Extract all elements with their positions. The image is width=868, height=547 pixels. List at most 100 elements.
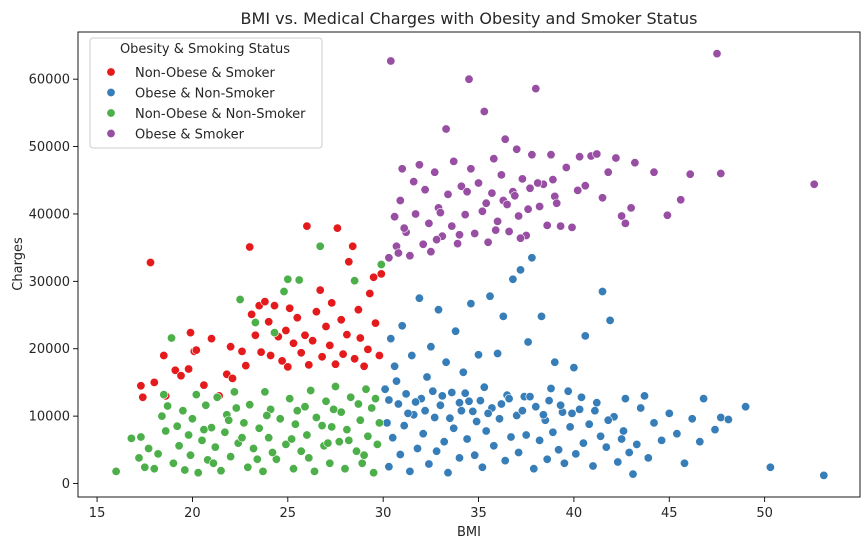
y-tick-label: 10000 — [29, 410, 70, 425]
data-point — [309, 466, 319, 476]
data-point — [548, 175, 558, 185]
data-point — [716, 412, 726, 422]
data-point — [473, 178, 483, 188]
data-point — [342, 425, 352, 435]
data-point — [433, 305, 443, 315]
data-point — [626, 203, 636, 213]
data-point — [159, 390, 169, 400]
data-point — [405, 251, 415, 261]
data-point — [649, 167, 659, 177]
data-point — [357, 458, 367, 468]
data-point — [531, 402, 541, 412]
data-point — [592, 398, 602, 408]
data-point — [226, 452, 236, 462]
data-point — [191, 345, 201, 355]
data-point — [184, 430, 194, 440]
data-point — [576, 392, 586, 402]
data-point — [498, 311, 508, 321]
data-point — [556, 221, 566, 231]
legend-label: Obese & Smoker — [135, 128, 245, 143]
data-point — [315, 285, 325, 295]
data-point — [187, 414, 197, 424]
data-point — [424, 218, 434, 228]
data-point — [388, 433, 398, 443]
data-point — [264, 433, 274, 443]
data-point — [256, 347, 266, 357]
series-3 — [384, 49, 819, 263]
data-point — [344, 257, 354, 267]
data-point — [554, 445, 564, 455]
data-point — [765, 462, 775, 472]
data-point — [487, 188, 497, 198]
data-point — [712, 49, 722, 59]
data-point — [512, 410, 522, 420]
data-point — [494, 414, 504, 424]
data-point — [338, 349, 348, 359]
x-tick-label: 25 — [280, 506, 297, 521]
data-point — [451, 326, 461, 336]
data-point — [657, 435, 667, 445]
data-point — [134, 453, 144, 463]
y-tick-label: 0 — [62, 477, 70, 492]
legend-box — [89, 37, 323, 149]
data-point — [363, 431, 373, 441]
legend-label: Non-Obese & Smoker — [135, 66, 276, 81]
data-point — [502, 200, 512, 210]
data-point — [456, 406, 466, 416]
data-point — [239, 418, 249, 428]
data-point — [157, 411, 167, 421]
data-point — [210, 442, 220, 452]
data-point — [237, 433, 247, 443]
data-point — [489, 441, 499, 451]
data-point — [294, 275, 304, 285]
data-point — [372, 439, 382, 449]
data-point — [548, 427, 558, 437]
data-point — [269, 301, 279, 311]
data-point — [439, 437, 449, 447]
data-point — [403, 408, 413, 418]
data-point — [426, 342, 436, 352]
data-point — [390, 212, 400, 222]
data-point — [515, 265, 525, 275]
data-point — [397, 321, 407, 331]
x-tick-label: 20 — [184, 506, 201, 521]
data-point — [174, 441, 184, 451]
plot-frame — [77, 31, 861, 498]
data-point — [456, 181, 466, 191]
data-point — [515, 233, 525, 243]
data-point — [617, 211, 627, 221]
data-point — [321, 396, 331, 406]
data-point — [409, 177, 419, 187]
data-point — [376, 259, 386, 269]
data-point — [443, 468, 453, 478]
legend-label: Obese & Non-Smoker — [135, 87, 275, 102]
data-point — [617, 434, 627, 444]
data-point — [662, 210, 672, 220]
data-point — [290, 419, 300, 429]
data-point — [184, 364, 194, 374]
data-point — [193, 468, 203, 478]
data-point — [592, 149, 602, 159]
data-point — [199, 380, 209, 390]
data-point — [386, 334, 396, 344]
data-point — [437, 391, 447, 401]
data-point — [300, 402, 310, 412]
data-point — [544, 396, 554, 406]
data-point — [367, 403, 377, 413]
data-point — [447, 387, 457, 397]
data-point — [264, 317, 274, 327]
data-point — [311, 412, 321, 422]
data-point — [500, 134, 510, 144]
data-point — [395, 449, 405, 459]
data-point — [281, 325, 291, 335]
data-point — [355, 333, 365, 343]
data-point — [464, 396, 474, 406]
data-point — [283, 274, 293, 284]
legend-marker — [106, 67, 116, 77]
data-point — [527, 253, 537, 263]
data-point — [353, 305, 363, 315]
data-point — [144, 443, 154, 453]
data-point — [376, 269, 386, 279]
data-point — [676, 195, 686, 205]
data-point — [136, 381, 146, 391]
